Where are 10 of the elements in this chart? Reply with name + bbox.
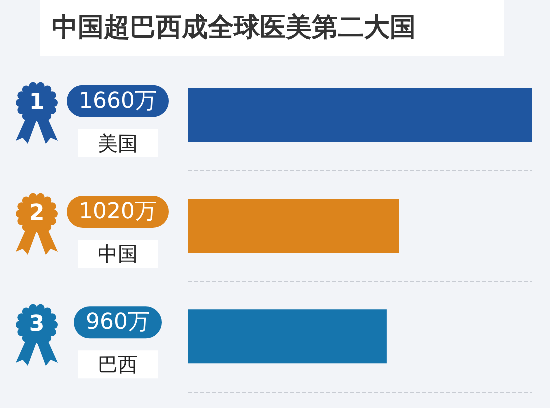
text: 1 (28, 90, 46, 116)
text: 3 (28, 312, 46, 338)
y-tick-label: 巴西 (98, 352, 138, 377)
y-tick-label: 美国 (98, 131, 138, 156)
text: 2 (28, 201, 46, 227)
data-label: 1020万 (79, 200, 157, 224)
chart-title: 中国超巴西成全球医美第二大国 (52, 13, 416, 43)
y-tick-label: 中国 (98, 242, 138, 266)
data-label: 960万 (86, 310, 150, 336)
data-label: 1660万 (79, 88, 157, 114)
